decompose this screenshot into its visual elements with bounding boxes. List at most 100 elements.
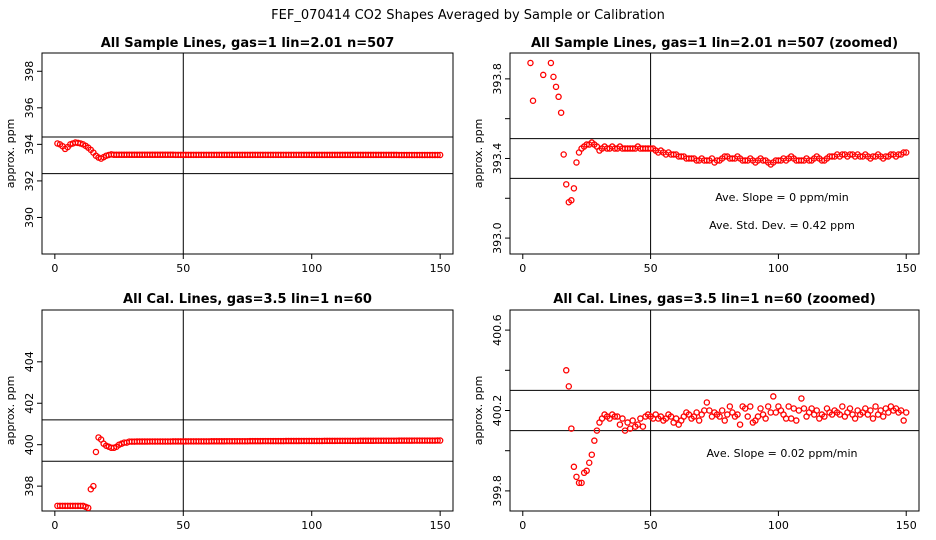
data-point bbox=[902, 149, 910, 156]
data-point bbox=[703, 399, 711, 406]
data-point bbox=[869, 415, 877, 422]
data-point bbox=[787, 415, 795, 422]
data-point bbox=[839, 403, 846, 410]
data-point bbox=[800, 405, 808, 412]
data-point bbox=[568, 197, 575, 204]
data-point bbox=[879, 413, 887, 420]
data-point bbox=[821, 413, 828, 420]
data-point bbox=[555, 93, 562, 101]
data-point bbox=[900, 149, 907, 156]
x-tick-label: 100 bbox=[301, 519, 322, 532]
data-point bbox=[762, 415, 769, 422]
data-point bbox=[767, 409, 774, 416]
y-tick-label: 393.4 bbox=[491, 143, 504, 175]
data-point bbox=[637, 415, 644, 422]
y-tick-label: 398 bbox=[23, 61, 36, 82]
data-points bbox=[54, 434, 444, 512]
x-tick-label: 150 bbox=[896, 262, 917, 275]
data-point bbox=[550, 73, 557, 81]
data-point bbox=[851, 415, 859, 422]
data-point bbox=[611, 413, 619, 420]
data-point bbox=[701, 407, 708, 414]
data-point bbox=[639, 423, 647, 430]
data-point bbox=[790, 405, 797, 412]
data-point bbox=[724, 411, 731, 418]
plot-frame bbox=[41, 309, 454, 512]
data-point bbox=[527, 59, 534, 67]
data-point bbox=[570, 463, 578, 471]
data-point bbox=[867, 407, 874, 414]
data-point bbox=[529, 97, 537, 105]
data-points bbox=[54, 139, 444, 162]
data-point bbox=[575, 479, 583, 487]
data-point bbox=[619, 415, 626, 422]
data-point bbox=[885, 409, 892, 416]
data-point bbox=[900, 417, 907, 424]
data-point bbox=[764, 403, 772, 410]
data-point bbox=[772, 409, 780, 416]
data-point bbox=[434, 151, 441, 159]
data-point bbox=[84, 504, 92, 512]
data-point bbox=[770, 393, 777, 400]
plot-frame bbox=[41, 52, 454, 255]
data-point bbox=[902, 409, 910, 416]
data-point bbox=[568, 425, 575, 432]
y-tick-label: 400.6 bbox=[491, 314, 504, 346]
data-point bbox=[547, 59, 555, 67]
data-point bbox=[629, 417, 636, 424]
data-point bbox=[846, 405, 854, 412]
data-point bbox=[616, 421, 624, 428]
data-point bbox=[583, 467, 590, 475]
data-point bbox=[552, 83, 560, 91]
data-point bbox=[706, 407, 713, 414]
data-point bbox=[436, 151, 444, 159]
data-point bbox=[436, 437, 444, 444]
data-point bbox=[573, 473, 580, 481]
data-point bbox=[562, 181, 570, 188]
data-point bbox=[795, 407, 803, 414]
y-axis-label: approx. ppm bbox=[4, 119, 17, 189]
data-point bbox=[736, 421, 744, 428]
data-point bbox=[808, 405, 815, 412]
data-point bbox=[593, 427, 601, 434]
x-tick-label: 50 bbox=[176, 262, 190, 275]
x-tick-label: 100 bbox=[301, 262, 322, 275]
chart-panel-2: All Sample Lines, gas=1 lin=2.01 n=507 (… bbox=[472, 36, 920, 275]
annotation-1: Ave. Slope = 0 ppm/min bbox=[715, 191, 849, 204]
x-tick-label: 0 bbox=[519, 262, 526, 275]
x-tick-label: 0 bbox=[519, 519, 526, 532]
data-point bbox=[754, 413, 762, 420]
data-point bbox=[813, 407, 821, 414]
data-point bbox=[872, 403, 879, 410]
data-point bbox=[570, 185, 578, 192]
y-tick-label: 390 bbox=[23, 207, 36, 228]
chart-title: All Cal. Lines, gas=3.5 lin=1 n=60 (zoom… bbox=[553, 292, 875, 307]
data-point bbox=[877, 407, 884, 414]
y-tick-label: 393.0 bbox=[491, 222, 504, 254]
y-tick-label: 399.8 bbox=[491, 475, 504, 507]
data-point bbox=[557, 109, 565, 116]
data-point bbox=[92, 448, 100, 456]
data-point bbox=[782, 415, 790, 422]
chart-title: All Sample Lines, gas=1 lin=2.01 n=507 (… bbox=[531, 36, 898, 51]
data-point bbox=[734, 411, 741, 418]
y-axis-label: approx. ppm bbox=[472, 119, 485, 189]
x-tick-label: 50 bbox=[644, 262, 658, 275]
y-axis-label: approx. ppm bbox=[472, 376, 485, 446]
plot-frame bbox=[509, 52, 920, 255]
y-tick-label: 394 bbox=[23, 134, 36, 155]
data-point bbox=[672, 415, 680, 422]
data-point bbox=[573, 159, 580, 166]
data-point bbox=[747, 403, 754, 410]
chart-panel-4: All Cal. Lines, gas=3.5 lin=1 n=60 (zoom… bbox=[472, 292, 920, 532]
x-tick-label: 0 bbox=[51, 262, 58, 275]
figure-title: FEF_070414 CO2 Shapes Averaged by Sample… bbox=[271, 8, 665, 23]
data-point bbox=[721, 417, 728, 424]
annotation-1: Ave. Slope = 0.02 ppm/min bbox=[707, 447, 858, 460]
y-tick-label: 402 bbox=[23, 393, 36, 414]
data-point bbox=[693, 409, 700, 416]
y-tick-label: 404 bbox=[23, 351, 36, 372]
x-tick-label: 100 bbox=[768, 262, 789, 275]
data-point bbox=[591, 437, 598, 444]
x-tick-label: 150 bbox=[430, 262, 451, 275]
